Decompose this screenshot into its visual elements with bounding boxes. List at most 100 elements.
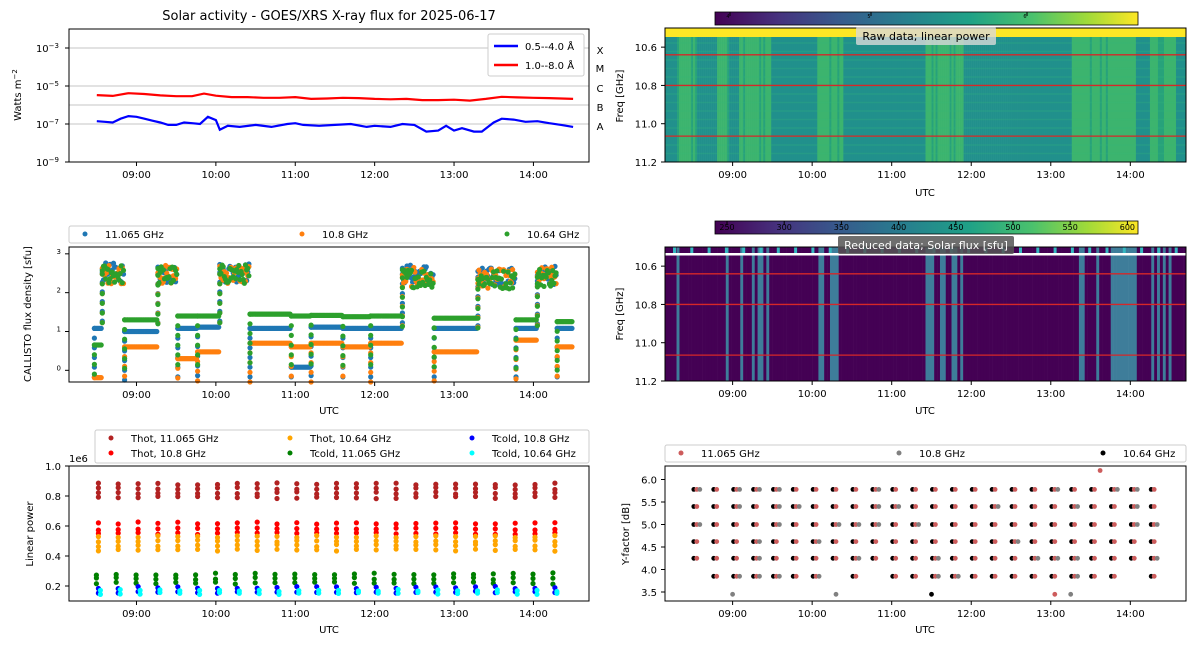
reduced-xtick-label: 13:00 [1036, 389, 1065, 400]
raw-heatmap-column [845, 28, 848, 162]
callisto-point-0 [247, 354, 253, 361]
callisto-point-2 [340, 323, 346, 329]
callisto-point-2 [554, 319, 560, 325]
linear-point-5 [355, 588, 361, 594]
callisto-point-1 [368, 369, 374, 375]
linear-point-3 [252, 570, 258, 576]
linear-point-3 [292, 575, 298, 581]
reduced-heatmap-column [870, 247, 874, 381]
reduced-heatmap-column [806, 247, 811, 381]
yfactor-point-0 [1012, 487, 1018, 492]
raw-heatmap-column [687, 28, 690, 162]
callisto-point-1 [403, 278, 409, 284]
callisto-point-2 [308, 341, 314, 348]
linear-point-1 [552, 526, 558, 533]
goes-xtick-label: 12:00 [360, 170, 389, 181]
linear-point-3 [113, 579, 119, 585]
linear-point-5 [197, 587, 203, 594]
yfactor-legend[interactable]: 11.065 GHz 10.8 GHz 10.64 GHz [664, 444, 1187, 463]
linear-point-5 [117, 587, 123, 593]
linear-point-5 [236, 588, 242, 594]
callisto-point-2 [534, 284, 541, 290]
yfactor-point-0 [813, 555, 819, 561]
yfactor-point-1 [876, 487, 882, 492]
linear-point-3 [173, 572, 179, 578]
callisto-point-2 [247, 340, 253, 346]
reduced-heatmap-column [702, 247, 706, 381]
goes-axes-frame [68, 28, 590, 163]
callisto-point-0 [247, 345, 253, 351]
linear-point-5 [137, 587, 143, 594]
raw-heatmap-column [835, 28, 838, 162]
callisto-legend[interactable]: 11.065 GHz 10.8 GHz 10.64 GHz [68, 225, 590, 244]
yfactor-point-0 [1072, 522, 1077, 527]
linear-legend-label-1: Thot, 10.8 GHz [130, 449, 206, 460]
yfactor-point-0 [1092, 504, 1097, 509]
reduced-heatmap-column [1096, 247, 1100, 381]
callisto-xtick-label: 10:00 [201, 390, 230, 401]
raw-title: Raw data; linear power [862, 30, 990, 43]
callisto-point-2 [534, 323, 541, 329]
yfactor-point-0 [1032, 573, 1038, 579]
yfactor-point-1 [1055, 487, 1061, 492]
reduced-heatmap-column [1174, 247, 1178, 381]
callisto-point-2 [368, 323, 374, 329]
reduced-heatmap-tick [673, 247, 676, 253]
reduced-heatmap-column [835, 247, 839, 381]
yfactor-point-0 [1012, 555, 1018, 561]
raw-title-box [856, 27, 996, 45]
reduced-heatmap-column [728, 247, 732, 381]
callisto-point-1 [216, 349, 222, 355]
callisto-point-2 [119, 280, 125, 286]
raw-heatmap-column [1089, 28, 1093, 162]
yfactor-point-0 [1092, 555, 1097, 561]
raw-heatmap-column [1159, 28, 1163, 162]
linear-point-3 [490, 577, 496, 583]
linear-point-1 [214, 530, 221, 536]
linear-point-2 [135, 538, 141, 545]
linear-point-5 [157, 587, 163, 593]
callisto-point-1 [122, 373, 128, 379]
raw-heatmap-column [957, 28, 960, 162]
callisto-point-2 [554, 357, 560, 363]
yfactor-point-0 [1052, 539, 1058, 544]
linear-point-0 [453, 481, 459, 487]
reduced-heatmap-column [769, 247, 773, 381]
yfactor-point-0 [833, 487, 839, 492]
reduced-heatmap-column [1142, 247, 1146, 381]
reduced-heatmap-column [899, 247, 903, 381]
raw-heatmap [665, 28, 1187, 162]
reduced-heatmap-column [838, 247, 842, 381]
linear-point-2 [453, 534, 459, 540]
callisto-point-2 [501, 268, 507, 274]
linear-point-0 [492, 495, 498, 501]
goes-legend[interactable]: 0.5--4.0 Å 1.0--8.0 Å [487, 33, 585, 77]
yfactor-xtick-label: 12:00 [957, 609, 986, 620]
reduced-heatmap-column [1183, 247, 1187, 381]
linear-point-0 [413, 490, 419, 497]
linear-point-3 [193, 577, 199, 583]
raw-heatmap-column [681, 28, 684, 162]
callisto-point-2 [160, 267, 166, 273]
reduced-heatmap-column [1102, 247, 1106, 381]
yfactor-point-1 [697, 487, 703, 492]
linear-point-0 [393, 491, 399, 497]
raw-heatmap-column [1179, 28, 1183, 162]
raw-heatmap-column [679, 28, 682, 162]
linear-point-3 [272, 571, 278, 577]
raw-heatmap-column [929, 28, 932, 162]
reduced-heatmap-column [711, 247, 715, 381]
reduced-heatmap-column [1064, 247, 1068, 381]
callisto-point-2 [408, 267, 415, 273]
callisto-point-1 [533, 337, 539, 343]
linear-point-5 [117, 591, 123, 597]
linear-point-5 [375, 588, 381, 594]
linear-point-2 [492, 533, 498, 539]
yfactor-point-0 [1112, 504, 1117, 509]
linear-point-2 [353, 538, 359, 545]
linear-legend[interactable]: Thot, 11.065 GHz Thot, 10.8 GHz Thot, 10… [94, 429, 590, 464]
linear-point-1 [214, 521, 221, 527]
raw-heatmap-column [1119, 28, 1123, 162]
linear-point-3 [371, 580, 377, 586]
